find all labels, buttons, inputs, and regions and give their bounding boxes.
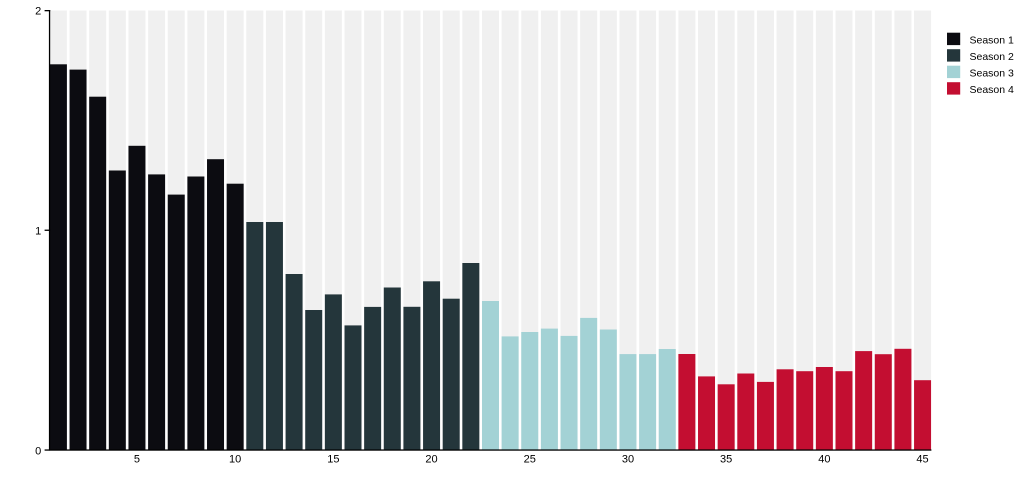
svg-text:2: 2	[35, 6, 41, 18]
svg-text:20: 20	[425, 453, 437, 465]
svg-text:35: 35	[720, 453, 732, 465]
svg-text:10: 10	[229, 453, 241, 465]
svg-text:30: 30	[622, 453, 634, 465]
svg-text:25: 25	[524, 453, 536, 465]
svg-text:Season 3: Season 3	[970, 68, 1015, 80]
svg-text:0: 0	[35, 445, 41, 457]
svg-text:40: 40	[818, 453, 830, 465]
svg-text:Season 4: Season 4	[970, 84, 1015, 96]
svg-text:15: 15	[327, 453, 339, 465]
svg-text:5: 5	[134, 453, 140, 465]
svg-text:45: 45	[916, 453, 928, 465]
svg-text:Season 1: Season 1	[970, 35, 1015, 47]
svg-text:Season 2: Season 2	[970, 51, 1015, 63]
svg-text:1: 1	[35, 225, 41, 237]
